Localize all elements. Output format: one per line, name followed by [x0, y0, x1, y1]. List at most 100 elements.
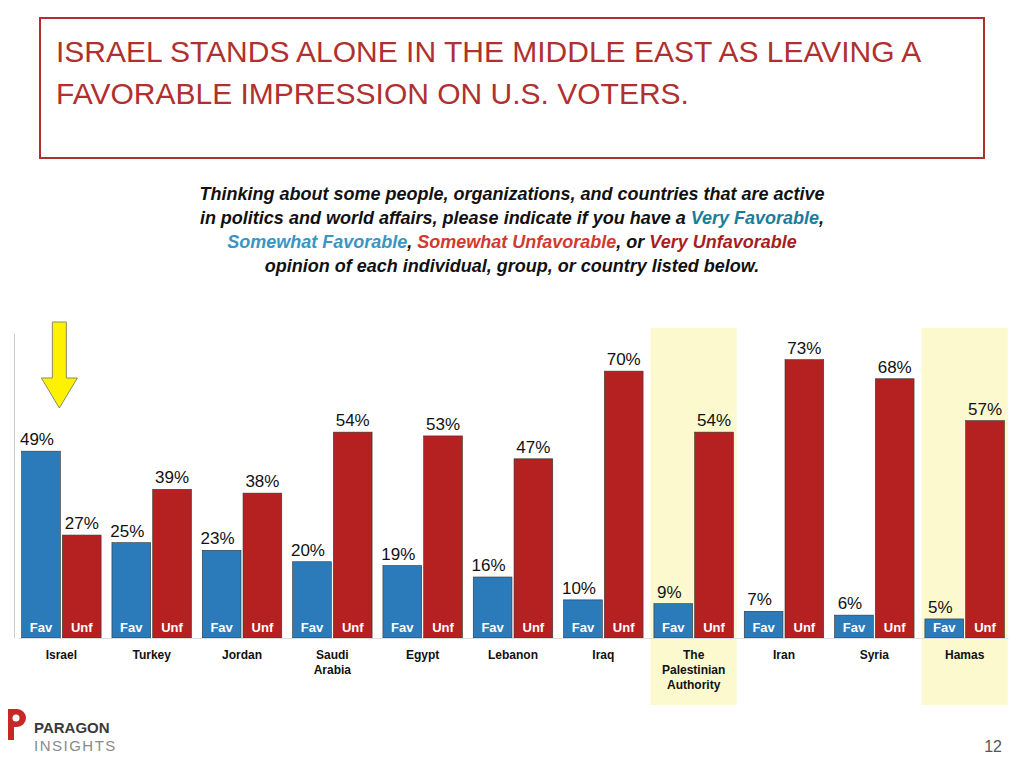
- x-tick-label-line: Hamas: [945, 648, 985, 662]
- highlight-band: [921, 328, 1007, 705]
- x-tick-label-line: Iran: [773, 648, 795, 662]
- highlight-band: [650, 328, 736, 705]
- data-label: 25%: [110, 522, 144, 541]
- series-name-label: Unf: [161, 620, 183, 635]
- bar-texts: Fav49%Fav25%Fav23%Fav20%Fav19%Fav16%Fav1…: [20, 339, 1002, 635]
- subtitle-segment: Somewhat Favorable: [227, 232, 407, 252]
- series-name-label: Unf: [884, 620, 906, 635]
- data-label: 70%: [607, 350, 641, 369]
- bar: [966, 421, 1005, 638]
- subtitle-segment: opinion of each individual, group, or co…: [265, 256, 759, 276]
- x-axis: IsraelTurkeyJordanSaudiArabiaEgyptLebano…: [19, 638, 1009, 692]
- x-tick: SaudiArabia: [314, 638, 352, 677]
- title: ISRAEL STANDS ALONE IN THE MIDDLE EAST A…: [56, 35, 921, 110]
- arrow: [41, 322, 77, 408]
- data-label: 49%: [20, 430, 54, 449]
- data-label: 57%: [968, 400, 1002, 419]
- series-name-label: Unf: [432, 620, 454, 635]
- series-name-label: Fav: [933, 620, 956, 635]
- data-label: 23%: [201, 529, 235, 548]
- logo-icon-dot: [13, 715, 20, 722]
- subtitle: Thinking about some people, organization…: [199, 184, 824, 276]
- data-label: 6%: [838, 594, 863, 613]
- x-tick-label-line: Arabia: [314, 663, 352, 677]
- series-name-label: Fav: [30, 620, 53, 635]
- x-tick-label-line: Lebanon: [488, 648, 538, 662]
- subtitle-segment: in politics and world affairs, please in…: [200, 208, 691, 228]
- bar: [243, 493, 282, 638]
- series-name-label: Unf: [71, 620, 93, 635]
- series-name-label: Fav: [120, 620, 143, 635]
- x-tick-label-line: Iraq: [592, 648, 614, 662]
- page-number: 12: [984, 738, 1002, 755]
- title-line: FAVORABLE IMPRESSION ON U.S. VOTERS.: [56, 77, 689, 110]
- x-tick: Syria: [860, 638, 890, 662]
- bar: [925, 619, 964, 638]
- chart: ISRAEL STANDS ALONE IN THE MIDDLE EAST A…: [0, 0, 1024, 768]
- x-tick: Turkey: [132, 638, 171, 662]
- series-name-label: Fav: [301, 620, 324, 635]
- x-tick-label: Iraq: [592, 648, 614, 662]
- data-label: 47%: [516, 438, 550, 457]
- data-label: 39%: [155, 468, 189, 487]
- bar: [744, 611, 783, 638]
- series-name-label: Unf: [252, 620, 274, 635]
- bar: [153, 489, 192, 638]
- x-tick-label-line: Israel: [46, 648, 77, 662]
- bar: [473, 577, 512, 638]
- data-label: 16%: [472, 556, 506, 575]
- title-line: ISRAEL STANDS ALONE IN THE MIDDLE EAST A…: [56, 35, 921, 68]
- x-tick: Iran: [773, 638, 795, 662]
- bar: [564, 600, 603, 638]
- x-tick-label-line: Turkey: [132, 648, 171, 662]
- bars: [22, 360, 1005, 638]
- subtitle-segment: , or: [615, 232, 649, 252]
- bar: [835, 615, 874, 638]
- bar: [695, 432, 734, 638]
- x-tick-label: SaudiArabia: [314, 648, 352, 677]
- series-name-label: Unf: [342, 620, 364, 635]
- bar: [62, 535, 101, 638]
- data-label: 19%: [381, 545, 415, 564]
- logo-text: PARAGON: [34, 719, 110, 736]
- y-axis-line: [14, 334, 15, 639]
- data-label: 5%: [928, 598, 953, 617]
- x-tick-label: Hamas: [945, 648, 985, 662]
- bar: [424, 436, 463, 638]
- series-name-label: Fav: [662, 620, 685, 635]
- subtitle-segment: ,: [818, 208, 824, 228]
- subtitle-segment: Very Unfavorable: [649, 232, 796, 252]
- data-label: 54%: [336, 411, 370, 430]
- series-name-label: Unf: [794, 620, 816, 635]
- data-label: 20%: [291, 541, 325, 560]
- series-name-label: Unf: [613, 620, 635, 635]
- x-tick-label-line: Syria: [860, 648, 890, 662]
- bar: [333, 432, 372, 638]
- x-tick-label: Turkey: [132, 648, 171, 662]
- x-tick-label-line: Jordan: [222, 648, 262, 662]
- subtitle-segment: Somewhat Unfavorable: [417, 232, 616, 252]
- series-name-label: Fav: [843, 620, 866, 635]
- x-tick: Iraq: [592, 638, 614, 662]
- data-label: 73%: [787, 339, 821, 358]
- series-name-label: Fav: [210, 620, 233, 635]
- bar: [383, 566, 422, 638]
- series-name-label: Fav: [391, 620, 414, 635]
- data-label: 27%: [65, 514, 99, 533]
- bar: [875, 379, 914, 638]
- x-tick: Jordan: [222, 638, 262, 662]
- data-label: 7%: [747, 590, 772, 609]
- subtitle-segment: ,: [406, 232, 417, 252]
- series-name-label: Unf: [974, 620, 996, 635]
- x-tick-label: Syria: [860, 648, 890, 662]
- data-label: 68%: [878, 358, 912, 377]
- logo-text: INSIGHTS: [34, 737, 117, 754]
- x-tick: Hamas: [945, 638, 985, 662]
- bar: [202, 550, 241, 638]
- y-axis: [14, 334, 15, 639]
- x-tick: ThePalestinianAuthority: [662, 638, 725, 692]
- title-box: [40, 18, 984, 158]
- x-tick-label: Jordan: [222, 648, 262, 662]
- series-name-label: Unf: [703, 620, 725, 635]
- series-name-label: Fav: [752, 620, 775, 635]
